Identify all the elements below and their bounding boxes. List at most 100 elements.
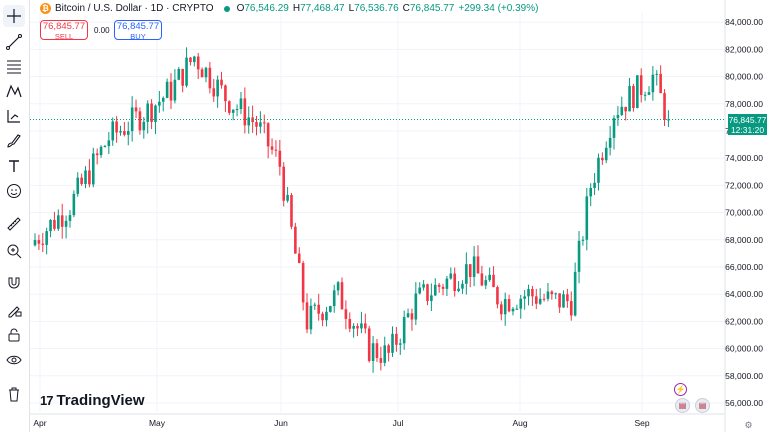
us-flag-icon[interactable]: ▤: [675, 398, 690, 413]
fib-retracement-icon[interactable]: [3, 55, 25, 77]
candle-body: [511, 308, 515, 312]
candle-body: [344, 309, 348, 319]
y-tick-label: 64,000.00: [725, 289, 763, 299]
spread-value: 0.00: [94, 25, 110, 35]
bitcoin-icon: ₿: [40, 3, 51, 14]
y-tick-label: 58,000.00: [725, 371, 763, 381]
candle-body: [480, 273, 484, 286]
candle-body: [360, 323, 363, 329]
candle-body: [243, 98, 247, 126]
candle-body: [76, 177, 80, 194]
trash-icon[interactable]: [3, 383, 25, 405]
candle-body: [185, 57, 188, 86]
us-flag-icon[interactable]: ▤: [695, 398, 710, 413]
candle-body: [562, 294, 565, 308]
candle-body: [651, 74, 655, 93]
brush-icon[interactable]: [3, 130, 25, 152]
candle-body: [523, 296, 526, 299]
candle-body: [550, 291, 554, 295]
candle-body: [527, 289, 530, 297]
candle-body: [332, 290, 336, 307]
candle-body: [597, 157, 600, 183]
candle-body: [472, 256, 476, 277]
market-open-icon: [223, 5, 230, 12]
candle-body: [91, 153, 95, 185]
magnet-icon[interactable]: [3, 272, 25, 294]
candle-body: [200, 69, 204, 78]
candle-body: [430, 295, 433, 302]
settings-gear-icon[interactable]: ⚙: [744, 420, 753, 430]
last-price-label: 76,845.77 12:31:20: [728, 114, 767, 136]
candle-body: [220, 79, 223, 86]
candle-body: [80, 177, 83, 184]
candle-body: [286, 195, 289, 201]
candle-body: [294, 226, 297, 254]
candle-body: [255, 122, 258, 127]
candle-body: [608, 137, 612, 148]
sell-button[interactable]: 76,845.77 SELL: [40, 20, 88, 41]
ruler-icon[interactable]: [3, 213, 25, 235]
text-icon[interactable]: [3, 155, 25, 177]
projection-icon[interactable]: [3, 105, 25, 127]
crosshair-icon[interactable]: [3, 5, 25, 27]
candle-body: [667, 119, 670, 121]
candle-body: [375, 343, 379, 359]
candle-body: [647, 92, 651, 95]
candle-body: [379, 358, 383, 363]
lightning-icon[interactable]: ⚡: [674, 383, 687, 396]
y-tick-label: 78,000.00: [725, 99, 763, 109]
candle-body: [115, 121, 118, 133]
candle-body: [519, 298, 523, 309]
lock-icon[interactable]: [3, 324, 25, 346]
candle-body: [554, 293, 558, 295]
candle-body: [581, 239, 585, 241]
symbol-title[interactable]: Bitcoin / U.S. Dollar · 1D · CRYPTO: [55, 3, 214, 14]
pattern-icon[interactable]: [3, 80, 25, 102]
candle-body: [336, 282, 340, 291]
candle-body: [266, 123, 270, 147]
candle-body: [95, 153, 99, 156]
bar-countdown: 12:31:20: [730, 124, 765, 135]
candle-body: [585, 196, 589, 240]
candle-body: [659, 73, 662, 94]
candle-body: [325, 311, 328, 321]
candle-body: [340, 282, 344, 310]
lock-drawing-icon[interactable]: [3, 299, 25, 321]
y-tick-label: 60,000.00: [725, 344, 763, 354]
candle-body: [371, 343, 375, 361]
candle-body: [150, 103, 153, 122]
candle-body: [410, 313, 414, 320]
candle-body: [437, 284, 441, 287]
y-tick-label: 84,000.00: [725, 17, 763, 27]
emoji-icon[interactable]: [3, 180, 25, 202]
candle-body: [558, 293, 561, 308]
eye-icon[interactable]: [3, 349, 25, 371]
candle-body: [488, 274, 491, 281]
candle-body: [45, 231, 48, 245]
candle-body: [142, 121, 146, 131]
candle-body: [395, 333, 398, 345]
candle-body: [367, 328, 371, 361]
trend-line-icon[interactable]: [3, 31, 25, 53]
candle-body: [616, 114, 620, 119]
candle-body: [476, 256, 480, 274]
candle-body: [173, 79, 177, 101]
candle-body: [212, 88, 216, 97]
candle-body: [224, 85, 227, 102]
zoom-in-icon[interactable]: [3, 240, 25, 262]
tradingview-logo[interactable]: 17 TradingView: [40, 392, 145, 409]
candle-body: [297, 253, 301, 263]
candle-body: [158, 101, 161, 106]
buy-button[interactable]: 76,845.77 BUY: [114, 20, 162, 41]
candle-body: [282, 166, 286, 201]
candle-body: [604, 147, 608, 161]
candle-body: [461, 283, 464, 289]
candle-body: [161, 97, 165, 102]
candle-body: [103, 146, 107, 148]
buy-label: BUY: [130, 32, 146, 41]
y-tick-label: 62,000.00: [725, 316, 763, 326]
candle-body: [329, 306, 332, 312]
candle-body: [636, 75, 639, 109]
candle-body: [60, 215, 64, 227]
